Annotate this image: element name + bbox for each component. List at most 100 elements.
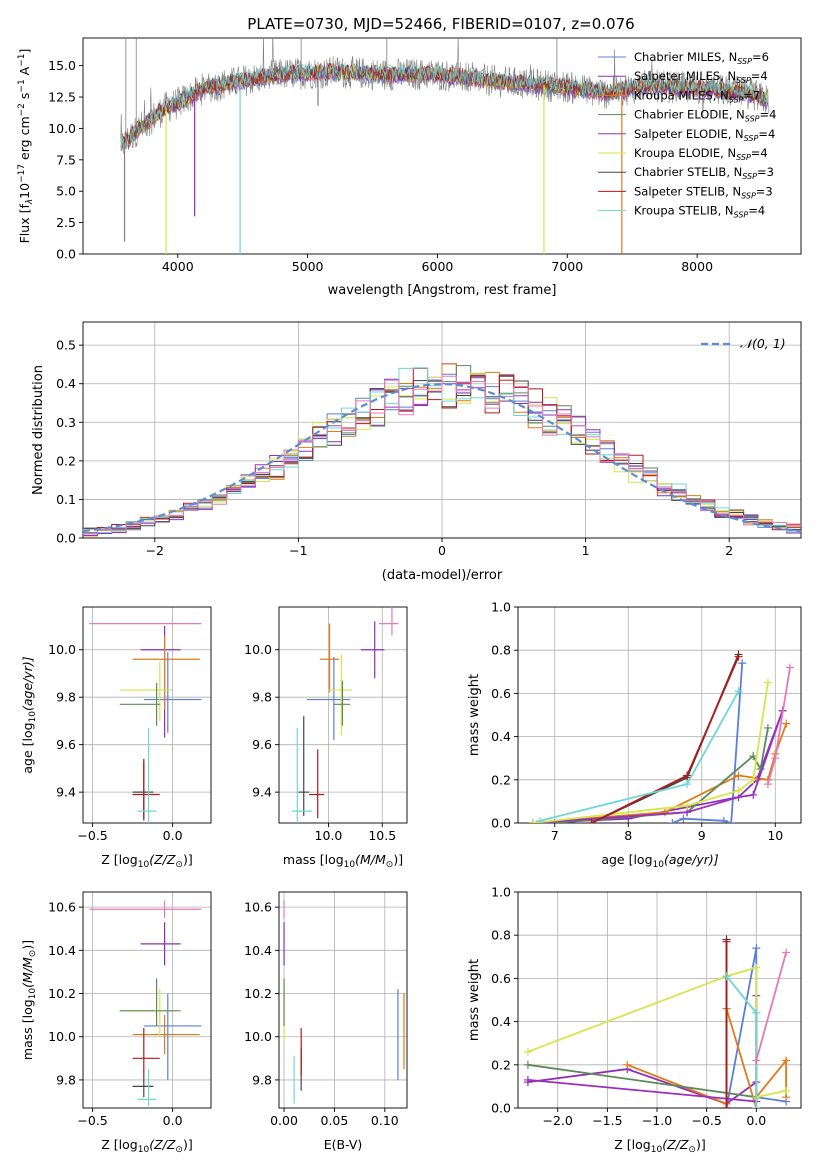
spectrum-ylabel: Flux [fλ10−17 erg cm−2 s−1 A−1] — [17, 49, 35, 244]
residual-histogram — [83, 367, 801, 533]
age_vs_mass-frame — [278, 606, 408, 824]
weight-marker — [719, 816, 728, 823]
y-tick-label: 1.0 — [491, 885, 511, 900]
weight-marker — [523, 1075, 532, 1084]
errorbar-point — [298, 716, 310, 816]
age_vs_mass-axes: 10.0 10.5 9.4 9.6 9.8 10.0 — [244, 607, 407, 843]
weight-marker — [749, 775, 758, 784]
legend-label: Chabrier ELODIE, NSSP=4 — [634, 108, 776, 124]
weight-marker — [536, 816, 545, 823]
y-tick-label: 10.4 — [48, 943, 76, 958]
x-tick-label: 7 — [551, 828, 559, 843]
errorbar-point — [132, 761, 160, 819]
errorbar-point — [309, 749, 325, 819]
weight-marker — [722, 1104, 731, 1108]
errorbar-point — [319, 623, 340, 693]
age_vs_Z-axes: −0.5 0.0 9.4 9.6 9.8 10.0 — [48, 607, 211, 843]
legend-label: Chabrier STELIB, NSSP=3 — [634, 165, 774, 181]
y-tick-label: 0.6 — [491, 686, 511, 701]
legend-label: Salpeter MILES, NSSP=4 — [634, 69, 768, 85]
x-tick-label: 4000 — [162, 259, 194, 274]
x-tick-label: −1 — [289, 543, 307, 558]
y-tick-label: 0.3 — [56, 415, 76, 430]
errorbar-point — [132, 635, 200, 710]
y-tick-label: 0.2 — [491, 1057, 511, 1072]
legend-label: Salpeter STELIB, NSSP=3 — [634, 184, 773, 200]
weight-marker — [528, 819, 537, 823]
errorbar-point — [137, 1069, 157, 1106]
y-tick-label: 0.0 — [491, 1101, 511, 1116]
age_vs_Z-frame — [82, 606, 212, 824]
y-tick-label: 0.4 — [491, 1014, 511, 1029]
legend-label: Salpeter ELODIE, NSSP=4 — [634, 127, 775, 143]
legend-label: Kroupa STELIB, NSSP=4 — [634, 204, 765, 220]
y-tick-label: 0.6 — [491, 971, 511, 986]
residual-histogram — [83, 375, 801, 535]
weight-marker — [752, 1104, 761, 1108]
age-vs-z-ylabel: age [log10(age/yr)] — [20, 656, 38, 773]
legend-label: Kroupa MILES, NSSP=7 — [634, 88, 760, 104]
y-tick-label: 0.5 — [56, 338, 76, 353]
mass-vs-z-ylabel: mass [log10(M/M⊙)] — [20, 940, 38, 1060]
legend-label: Kroupa ELODIE, NSSP=4 — [634, 146, 768, 162]
errorbar-point — [132, 1075, 154, 1098]
y-tick-label: 0.0 — [491, 816, 511, 831]
y-tick-label: 0.4 — [491, 729, 511, 744]
weight-marker — [763, 723, 772, 732]
weight-marker — [785, 663, 794, 672]
spectrum-frame — [82, 37, 802, 255]
x-tick-label: 8000 — [681, 259, 713, 274]
weight-marker — [727, 819, 736, 823]
errorbar-point — [119, 661, 173, 721]
y-tick-label: 0.2 — [56, 453, 76, 468]
x-tick-label: 10.5 — [368, 828, 396, 843]
weight-series-line — [755, 952, 787, 1061]
y-tick-label: 9.4 — [56, 785, 76, 800]
errorbar-point — [291, 728, 313, 823]
x-tick-label: −2.0 — [543, 1113, 573, 1128]
weight-marker — [752, 1008, 761, 1017]
y-tick-label: 10.0 — [244, 642, 272, 657]
weight-marker — [683, 780, 692, 789]
weight_vs_Z-ylabel: mass weight — [467, 959, 482, 1041]
weight-series-line — [532, 710, 784, 823]
weight-marker — [734, 652, 743, 661]
weight-marker — [679, 814, 688, 823]
errorbar-point — [119, 682, 160, 726]
mass_vs_Z-frame — [82, 891, 212, 1109]
y-tick-label: 0.4 — [56, 376, 76, 391]
errorbar-point — [328, 654, 353, 736]
y-tick-label: 9.6 — [252, 737, 272, 752]
weight-marker — [782, 1056, 791, 1065]
x-tick-label: 0.0 — [746, 1113, 766, 1128]
y-tick-label: 10.0 — [48, 121, 76, 136]
y-tick-label: 9.4 — [252, 785, 272, 800]
errorbar-point — [132, 1015, 200, 1054]
x-tick-label: 0 — [438, 543, 446, 558]
errorbar-point — [143, 993, 202, 1080]
weight-marker — [623, 1060, 632, 1069]
y-tick-label: 0.1 — [56, 492, 76, 507]
weight-marker — [752, 944, 761, 953]
weight-marker — [523, 1060, 532, 1069]
model-spectrum — [120, 61, 769, 152]
x-tick-label: 6000 — [422, 259, 454, 274]
weight-series-line — [532, 710, 784, 823]
weight-marker — [782, 1086, 791, 1095]
residuals-xlabel: (data-model)/error — [382, 568, 503, 583]
y-tick-label: 12.5 — [48, 90, 76, 105]
errorbar-point — [89, 900, 202, 918]
weight-series-line — [539, 690, 740, 822]
weight-marker — [752, 963, 761, 972]
age-vs-mass-xlabel: mass [log10(M/M⊙)] — [283, 852, 403, 870]
legend-label: Chabrier MILES, NSSP=6 — [634, 50, 769, 66]
errorbar-point — [137, 728, 157, 823]
y-tick-label: 10.0 — [244, 1029, 272, 1044]
mass_vs_ebv-axes: 0.00 0.05 0.10 9.8 10.0 10.2 10.4 10.6 — [244, 892, 407, 1128]
weight-marker — [782, 719, 791, 728]
weight-marker — [683, 771, 692, 780]
x-tick-label: 0.0 — [163, 828, 183, 843]
weight-marker — [763, 678, 772, 687]
x-tick-label: 5000 — [292, 259, 324, 274]
